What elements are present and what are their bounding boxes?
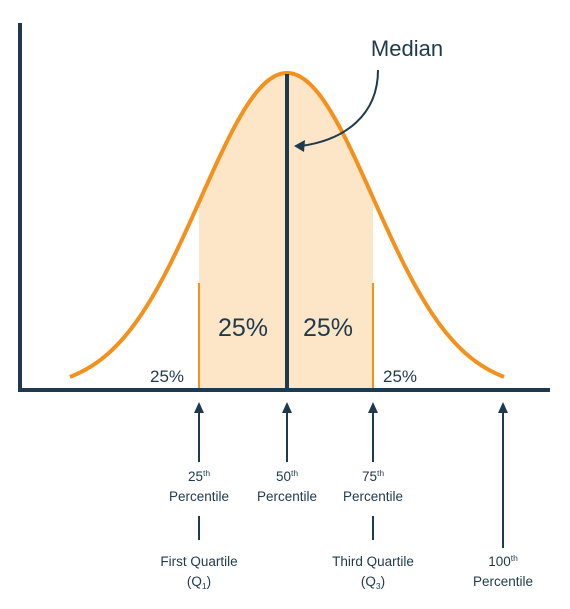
- marker-75th-number: 75th: [362, 468, 384, 484]
- marker-100th-number: 100th: [488, 553, 518, 569]
- median-arrow: [300, 69, 379, 147]
- marker-50th-number: 50th: [276, 468, 298, 484]
- marker-50th-word: Percentile: [257, 489, 317, 504]
- median-arrowhead: [294, 140, 305, 152]
- bell-curve: [69, 71, 505, 379]
- region-label-left-tail: 25%: [150, 367, 184, 386]
- region-label-left-center: 25%: [218, 314, 268, 342]
- third-quartile-symbol: (Q3): [361, 574, 385, 591]
- region-label-right-center: 25%: [303, 314, 353, 342]
- marker-25th-word: Percentile: [169, 489, 229, 504]
- arrowhead-75th: [368, 402, 378, 413]
- marker-25th-number: 25th: [188, 468, 210, 484]
- arrowhead-50th: [282, 402, 292, 413]
- arrowhead-100th: [498, 402, 508, 413]
- first-quartile-symbol: (Q1): [187, 574, 211, 591]
- first-quartile-label: First Quartile: [160, 554, 237, 569]
- arrowhead-25th: [194, 402, 204, 413]
- region-label-right-tail: 25%: [383, 367, 417, 386]
- marker-75th-word: Percentile: [343, 489, 403, 504]
- median-label: Median: [371, 36, 443, 61]
- third-quartile-label: Third Quartile: [332, 554, 414, 569]
- marker-100th-word: Percentile: [473, 574, 533, 589]
